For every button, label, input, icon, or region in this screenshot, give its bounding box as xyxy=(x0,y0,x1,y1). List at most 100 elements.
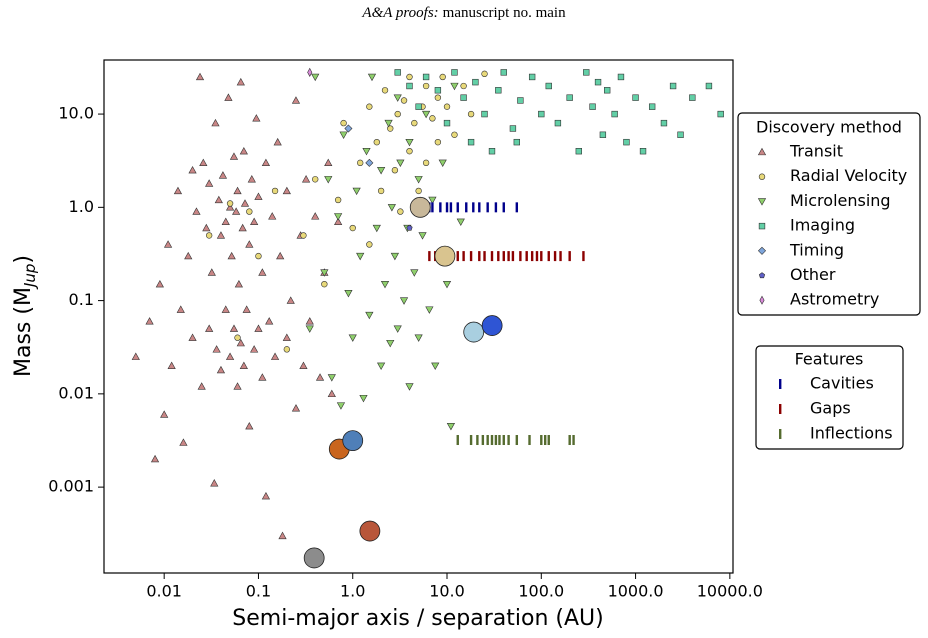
data-point xyxy=(456,218,465,226)
data-point xyxy=(276,251,285,260)
journal: A&A proofs: xyxy=(361,5,438,21)
feature-marker xyxy=(490,435,494,446)
data-point xyxy=(227,251,236,260)
legend-label: Other xyxy=(790,265,836,284)
data-point xyxy=(397,208,404,215)
data-point xyxy=(192,207,201,215)
data-point xyxy=(265,317,274,325)
data-point xyxy=(434,94,442,101)
y-tick-label: 0.1 xyxy=(69,290,94,309)
feature-marker xyxy=(540,251,543,262)
data-point xyxy=(528,73,536,81)
data-point xyxy=(390,252,400,261)
feature-marker xyxy=(515,202,519,213)
solar-planet xyxy=(359,520,381,542)
data-point xyxy=(418,232,427,240)
feature-marker xyxy=(478,202,481,213)
data-point xyxy=(384,119,393,128)
y-axis-label: Mass (MJup) xyxy=(11,255,39,377)
features-legend-marker xyxy=(779,404,782,414)
feature-marker xyxy=(502,251,505,262)
data-point xyxy=(321,280,328,288)
data-point xyxy=(399,297,409,305)
data-point xyxy=(327,389,336,398)
data-point xyxy=(660,119,668,127)
solar-planet xyxy=(303,547,325,569)
data-point xyxy=(545,82,552,90)
page-header: A&A proofs: manuscript no. main xyxy=(361,5,566,21)
legend-label: Imaging xyxy=(790,216,855,235)
data-point xyxy=(414,334,423,342)
data-point xyxy=(669,82,677,90)
data-point xyxy=(210,479,219,487)
feature-marker xyxy=(568,251,571,262)
data-point xyxy=(324,176,333,184)
y-tick-label: 0.01 xyxy=(58,383,94,402)
feature-marker xyxy=(494,202,498,213)
data-point xyxy=(327,374,336,382)
data-point xyxy=(245,240,254,248)
data-point xyxy=(406,82,413,90)
feature-marker xyxy=(511,251,515,262)
data-point xyxy=(349,224,356,232)
data-point xyxy=(583,69,590,76)
data-point xyxy=(405,138,414,147)
data-point xyxy=(451,131,458,138)
feature-marker xyxy=(502,202,505,213)
data-point xyxy=(205,232,213,239)
feature-marker xyxy=(530,251,534,262)
legend-box xyxy=(737,112,921,316)
data-point xyxy=(393,94,402,102)
data-point xyxy=(422,159,430,167)
data-point xyxy=(245,421,254,430)
data-point xyxy=(434,138,442,146)
legend-title: Discovery method xyxy=(756,118,902,137)
data-point xyxy=(282,186,291,195)
data-point xyxy=(362,148,371,156)
data-point xyxy=(258,373,267,381)
data-point xyxy=(225,203,235,211)
legend-marker xyxy=(759,295,765,305)
data-point xyxy=(339,131,348,139)
feature-marker xyxy=(553,251,557,262)
data-point xyxy=(188,166,197,174)
y-label-sub: Jup xyxy=(21,264,39,290)
features-legend-label: Gaps xyxy=(810,399,851,418)
data-point xyxy=(344,124,353,133)
data-point xyxy=(291,404,301,412)
data-point xyxy=(443,119,451,127)
data-point xyxy=(381,87,389,94)
data-point xyxy=(207,268,216,276)
data-point xyxy=(334,217,343,225)
data-point xyxy=(575,148,582,155)
data-point xyxy=(422,82,430,90)
feature-marker xyxy=(525,251,528,262)
data-point xyxy=(234,279,243,288)
feature-marker xyxy=(507,251,510,262)
data-point xyxy=(273,137,282,146)
data-point xyxy=(160,410,169,418)
feature-marker xyxy=(483,251,486,262)
data-point xyxy=(197,382,206,390)
feature-marker xyxy=(462,251,465,262)
data-point xyxy=(236,338,245,347)
data-point xyxy=(443,103,451,110)
feature-marker xyxy=(486,435,489,446)
feature-marker xyxy=(519,251,522,262)
data-point xyxy=(689,94,696,101)
feature-marker xyxy=(431,202,434,213)
feature-marker xyxy=(476,435,479,446)
data-point xyxy=(221,305,230,313)
features-legend-marker xyxy=(779,379,782,389)
features-legend-box xyxy=(755,345,904,450)
data-point xyxy=(268,212,277,220)
data-point xyxy=(250,345,259,353)
data-point xyxy=(446,423,456,431)
data-point xyxy=(442,280,452,289)
feature-marker xyxy=(456,435,459,446)
data-point xyxy=(400,97,408,104)
data-point xyxy=(299,361,308,369)
data-point xyxy=(246,208,253,215)
x-tick-label: 1.0 xyxy=(340,582,365,601)
data-point xyxy=(472,78,479,86)
